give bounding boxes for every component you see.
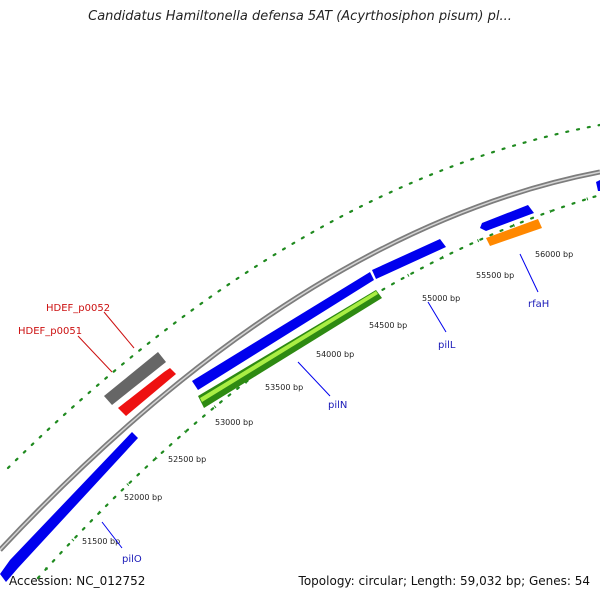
gene-label-pilL[interactable]: pilL [438, 340, 456, 351]
gene-green-light [200, 291, 378, 402]
gene-HDEF-p0052[interactable] [104, 352, 166, 405]
ruler-label: 52500 bp [168, 455, 206, 464]
ruler-label: 52000 bp [124, 493, 162, 502]
gene-blue-3[interactable] [480, 205, 534, 231]
ruler-label: 51500 bp [82, 537, 120, 546]
accession-text: Accession: NC_012752 [9, 574, 146, 588]
plasmid-backbone-highlight [0, 171, 600, 551]
label-leader-pilN [297, 361, 331, 397]
plasmid-backbone [0, 169, 600, 552]
ruler-label: 55000 bp [422, 294, 460, 303]
gene-label-HDEF-p0052[interactable]: HDEF_p0052 [46, 303, 110, 314]
label-leader-HDEF-p0051 [77, 335, 113, 373]
label-leader-HDEF-p0052 [103, 311, 135, 349]
ruler-label: 54000 bp [316, 350, 354, 359]
gene-blue-1[interactable] [192, 272, 374, 390]
ruler-label: 54500 bp [369, 321, 407, 330]
ruler-label: 53500 bp [265, 383, 303, 392]
gene-label-pilN[interactable]: pilN [328, 400, 347, 411]
gene-blue-2[interactable] [372, 239, 446, 279]
label-leader-pilL [427, 301, 447, 333]
gene-rfaH[interactable] [486, 219, 542, 246]
gene-label-pilO[interactable]: pilO [122, 554, 142, 565]
ruler-label: 53000 bp [215, 418, 253, 427]
gene-HDEF-p0051[interactable] [118, 368, 176, 416]
summary-text: Topology: circular; Length: 59,032 bp; G… [298, 574, 590, 588]
outer-dot-ring [6, 123, 600, 470]
gene-blue-4[interactable] [596, 180, 600, 191]
label-leader-rfaH [519, 253, 539, 293]
gene-pilO-arrow[interactable] [0, 432, 138, 582]
ruler-label: 56000 bp [535, 250, 573, 259]
map-title: Candidatus Hamiltonella defensa 5AT (Acy… [88, 9, 512, 24]
ruler-label: 55500 bp [476, 271, 514, 280]
label-leader-pilO [101, 521, 123, 549]
gene-label-HDEF-p0051[interactable]: HDEF_p0051 [18, 326, 82, 337]
gene-label-rfaH[interactable]: rfaH [528, 299, 549, 310]
